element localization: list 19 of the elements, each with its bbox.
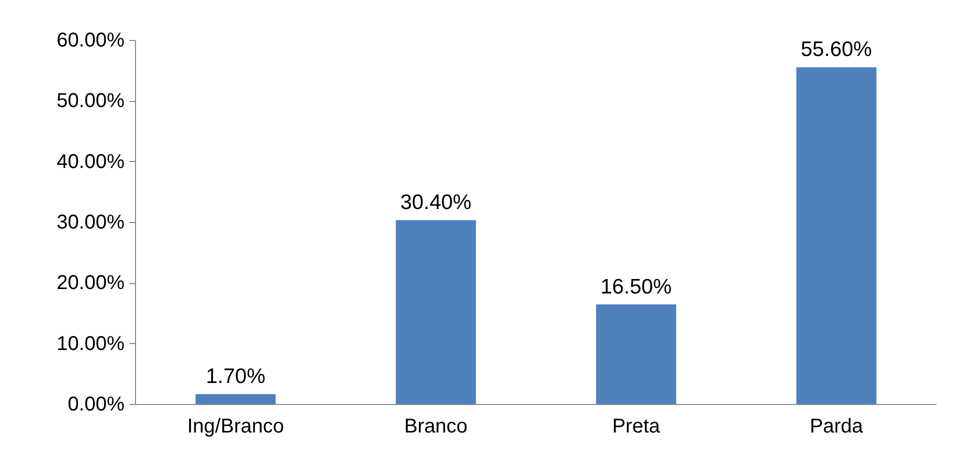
data-label: 16.50% xyxy=(600,275,672,298)
data-label: 1.70% xyxy=(206,365,266,388)
bar xyxy=(796,67,876,404)
y-tick-label: 30.00% xyxy=(56,212,125,234)
x-tick-label: Preta xyxy=(612,416,661,438)
y-tick-label: 60.00% xyxy=(56,30,125,52)
x-tick-label: Branco xyxy=(404,416,468,438)
bar xyxy=(596,304,676,404)
y-tick-label: 50.00% xyxy=(56,90,125,112)
x-tick-label: Parda xyxy=(810,416,864,438)
y-tick-label: 10.00% xyxy=(56,332,125,355)
y-tick-label: 20.00% xyxy=(56,272,125,294)
y-tick-label: 40.00% xyxy=(56,150,125,173)
x-tick-label: Ing/Branco xyxy=(187,416,284,438)
bar xyxy=(196,394,276,404)
data-label: 30.40% xyxy=(400,191,472,214)
data-label: 55.60% xyxy=(800,38,872,62)
y-tick-label: 0.00% xyxy=(68,394,125,416)
bar xyxy=(396,220,476,404)
